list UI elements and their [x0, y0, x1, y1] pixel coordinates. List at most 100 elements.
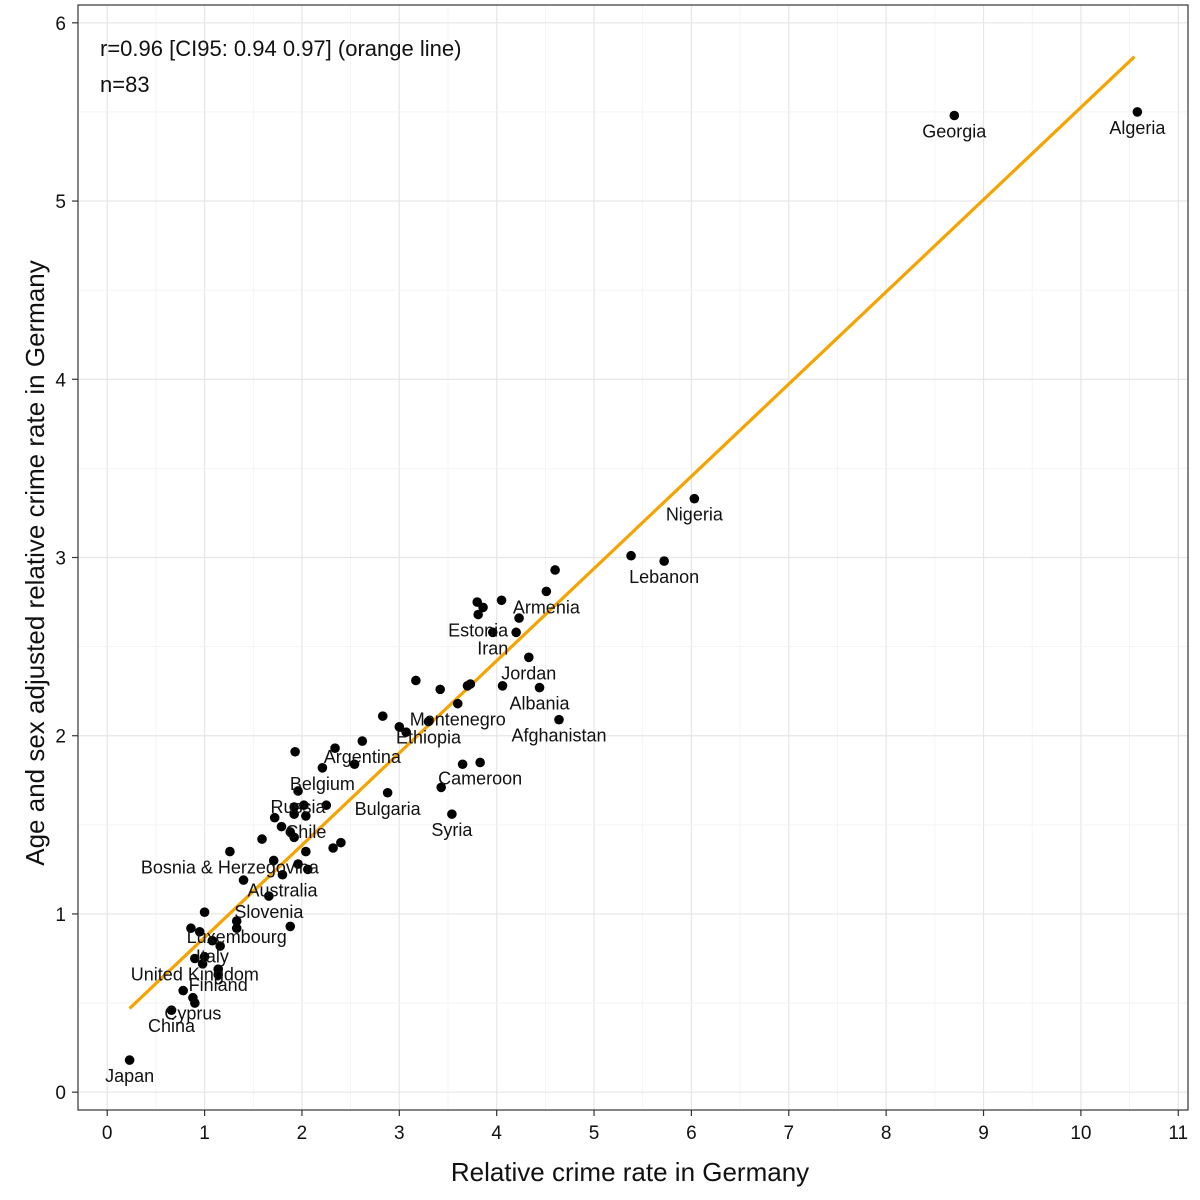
data-point: [452, 698, 463, 709]
panel-border: [77, 4, 1189, 1111]
data-point: [285, 921, 296, 932]
data-point: [264, 891, 274, 901]
y-axis-title: Age and sex adjusted relative crime rate…: [20, 260, 50, 866]
point-label: Albania: [510, 694, 571, 714]
data-point: [285, 827, 296, 837]
point-label: Belgium: [290, 774, 355, 794]
x-tick-label: 5: [589, 1123, 600, 1144]
data-point: [231, 916, 242, 926]
data-point: [401, 727, 411, 737]
y-tick-label: 3: [55, 549, 66, 570]
data-point: [289, 802, 299, 812]
data-point: [276, 821, 287, 832]
point-label: Chile: [285, 822, 326, 842]
data-point: [554, 714, 564, 725]
data-point: [524, 652, 534, 663]
grid-lines: [78, 5, 1188, 1110]
data-point: [626, 550, 636, 561]
data-point: [301, 811, 311, 821]
data-point: [293, 786, 303, 796]
data-point: [377, 711, 388, 721]
data-point: [293, 859, 303, 869]
data-point: [268, 855, 279, 866]
data-point: [225, 846, 235, 857]
x-tick-label: 0: [102, 1123, 113, 1144]
data-point: [190, 953, 200, 964]
y-tick-label: 4: [55, 370, 66, 391]
x-axis-title: Relative crime rate in Germany: [451, 1157, 809, 1187]
data-points: [124, 107, 1143, 1065]
axes: 0 1 2 3 4 5 6 7 8 9 10 11 0 1 2 3 4 5 6: [55, 14, 1188, 1144]
x-tick-label: 11: [1168, 1123, 1188, 1144]
point-label: Armenia: [513, 597, 581, 617]
data-point: [213, 964, 224, 975]
point-label: Slovenia: [234, 902, 304, 922]
point-label: Bosnia & Herzegovina: [141, 858, 320, 878]
data-point: [357, 736, 368, 746]
data-point: [289, 809, 299, 819]
y-tick-label: 0: [55, 1083, 66, 1104]
data-point: [689, 493, 700, 504]
data-point: [514, 613, 524, 623]
data-point: [207, 935, 218, 946]
point-label: Australia: [247, 881, 318, 901]
point-label: Bulgaria: [355, 799, 422, 819]
point-label: Nigeria: [666, 505, 724, 525]
data-point: [277, 869, 288, 880]
point-label: United Kingdom: [131, 965, 259, 985]
data-point: [186, 923, 196, 934]
point-label: Argentina: [324, 747, 402, 767]
point-label: Afghanistan: [511, 726, 606, 746]
data-point: [215, 941, 225, 951]
data-point: [949, 110, 960, 121]
point-label: Estonia: [448, 621, 509, 641]
data-point: [269, 812, 280, 823]
point-label: Georgia: [922, 122, 987, 142]
data-point: [447, 809, 457, 819]
point-label: Algeria: [1109, 118, 1166, 138]
point-label: Russia: [271, 797, 327, 817]
data-point: [188, 992, 198, 1003]
data-point: [328, 843, 338, 853]
data-point: [238, 875, 249, 885]
data-point: [301, 846, 311, 857]
point-label: Japan: [105, 1066, 154, 1086]
x-tick-label: 7: [784, 1123, 795, 1144]
x-tick-label: 10: [1070, 1123, 1091, 1144]
x-tick-label: 9: [978, 1123, 989, 1144]
x-tick-label: 2: [297, 1123, 308, 1144]
point-label: Cyprus: [164, 1004, 221, 1024]
point-label: Syria: [431, 820, 473, 840]
point-label: Italy: [196, 947, 229, 967]
x-tick-label: 3: [394, 1123, 405, 1144]
data-point: [394, 722, 405, 732]
data-point: [457, 759, 468, 770]
x-tick-label: 4: [491, 1123, 502, 1144]
point-label: Jordan: [501, 663, 556, 683]
data-point: [166, 1005, 177, 1015]
data-point: [534, 682, 545, 693]
y-tick-label: 6: [55, 14, 66, 35]
data-point: [475, 757, 485, 768]
data-point: [299, 800, 309, 811]
correlation-annotation: r=0.96 [CI95: 0.94 0.97] (orange line): [100, 36, 461, 61]
point-label: Luxembourg: [187, 927, 287, 947]
data-point: [199, 951, 210, 962]
data-point: [541, 586, 552, 597]
point-label: Iran: [477, 638, 508, 658]
data-point: [659, 556, 669, 566]
data-point: [336, 837, 346, 848]
data-point: [511, 627, 521, 638]
data-point: [436, 782, 446, 793]
data-point: [124, 1055, 135, 1065]
point-label: Cameroon: [438, 768, 522, 788]
point-label: Ethiopia: [396, 727, 462, 747]
data-point: [317, 763, 328, 773]
data-point: [178, 985, 188, 996]
point-label: Lebanon: [629, 567, 699, 587]
point-label: Montenegro: [410, 710, 506, 730]
point-label: Finland: [189, 975, 248, 995]
x-tick-label: 8: [881, 1123, 892, 1144]
